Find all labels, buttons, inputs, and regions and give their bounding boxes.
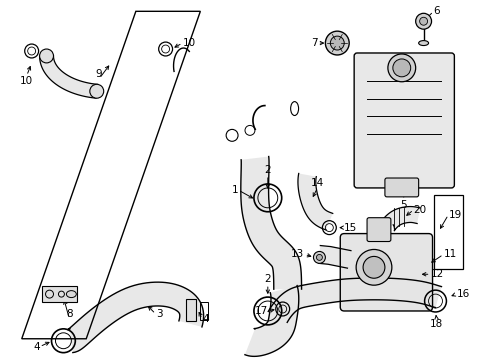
Polygon shape bbox=[269, 278, 441, 322]
Text: 17: 17 bbox=[255, 306, 268, 316]
Text: 8: 8 bbox=[66, 309, 73, 319]
Text: 10: 10 bbox=[20, 76, 33, 86]
FancyBboxPatch shape bbox=[340, 234, 433, 311]
Polygon shape bbox=[298, 174, 333, 230]
Text: 19: 19 bbox=[448, 210, 462, 220]
Circle shape bbox=[90, 84, 104, 98]
Text: 13: 13 bbox=[291, 249, 305, 260]
Circle shape bbox=[363, 256, 385, 278]
Bar bbox=[434, 195, 464, 269]
Text: 20: 20 bbox=[414, 205, 427, 215]
Circle shape bbox=[325, 31, 349, 55]
Text: 9: 9 bbox=[96, 69, 102, 79]
Bar bbox=[187, 299, 196, 321]
FancyBboxPatch shape bbox=[42, 286, 77, 302]
Text: 2: 2 bbox=[265, 274, 271, 284]
FancyBboxPatch shape bbox=[367, 218, 391, 242]
Polygon shape bbox=[318, 246, 351, 268]
Circle shape bbox=[317, 255, 322, 260]
Text: 11: 11 bbox=[443, 249, 457, 260]
Circle shape bbox=[419, 17, 428, 25]
Bar bbox=[200, 302, 208, 320]
FancyBboxPatch shape bbox=[385, 178, 418, 197]
Text: 5: 5 bbox=[400, 200, 407, 210]
Circle shape bbox=[416, 13, 432, 29]
Text: 18: 18 bbox=[430, 319, 443, 329]
Polygon shape bbox=[245, 285, 299, 356]
Text: 15: 15 bbox=[344, 222, 358, 233]
Circle shape bbox=[40, 49, 53, 63]
Text: 3: 3 bbox=[156, 309, 162, 319]
Text: 14: 14 bbox=[311, 178, 324, 188]
Circle shape bbox=[393, 59, 411, 77]
Ellipse shape bbox=[66, 291, 76, 298]
Circle shape bbox=[330, 36, 344, 50]
Circle shape bbox=[314, 251, 325, 264]
Text: 1: 1 bbox=[231, 185, 238, 195]
Text: 6: 6 bbox=[434, 6, 440, 16]
Polygon shape bbox=[68, 282, 204, 352]
Polygon shape bbox=[379, 207, 420, 234]
Text: 4: 4 bbox=[202, 314, 209, 324]
FancyBboxPatch shape bbox=[354, 53, 454, 188]
Polygon shape bbox=[241, 157, 301, 289]
Circle shape bbox=[356, 249, 392, 285]
Text: 10: 10 bbox=[182, 38, 196, 48]
Polygon shape bbox=[40, 56, 98, 98]
Text: 12: 12 bbox=[431, 269, 444, 279]
Text: 7: 7 bbox=[311, 38, 318, 48]
Text: 2: 2 bbox=[265, 165, 271, 175]
Circle shape bbox=[388, 54, 416, 82]
Text: 4: 4 bbox=[33, 342, 40, 352]
Text: 16: 16 bbox=[456, 289, 469, 299]
Ellipse shape bbox=[418, 41, 429, 46]
